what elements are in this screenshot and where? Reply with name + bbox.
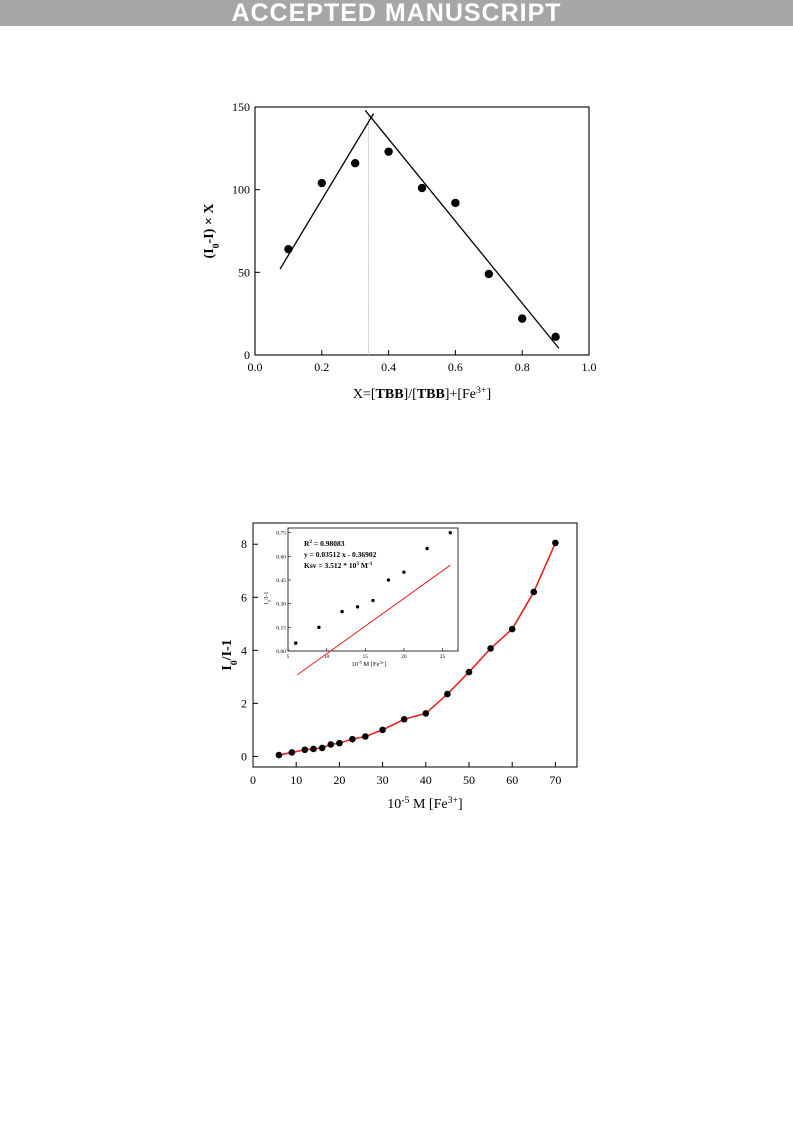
- data-point: [551, 332, 560, 342]
- data-point: [327, 741, 335, 748]
- x-tick-label: 30: [377, 773, 389, 787]
- x-tick-label: 0.8: [515, 360, 530, 374]
- y-tick-label: 100: [232, 183, 250, 197]
- stern-volmer-inset: 5 10 15 20 25 0.00 0.15 0.30 0.45 0.60 0.75 R2 = 0.…: [264, 527, 459, 676]
- y-axis-label: I0/I-1: [220, 639, 240, 670]
- data-point: [301, 746, 309, 754]
- inset-data-point: [317, 625, 321, 630]
- y-tick-label: 8: [241, 537, 247, 551]
- x-tick-label: 70: [549, 773, 561, 787]
- y-tick-label: 150: [232, 100, 250, 114]
- data-point: [284, 244, 293, 254]
- x-tick-label: 40: [420, 773, 432, 787]
- data-point: [484, 269, 493, 279]
- inset-fit-line: [296, 564, 451, 676]
- fit-line-2: [364, 109, 560, 349]
- data-point: [552, 539, 559, 547]
- inset-y-tick-label: 0.00: [276, 649, 286, 655]
- data-point: [487, 645, 494, 652]
- x-tick-label: 10: [290, 773, 302, 787]
- data-point: [275, 751, 283, 759]
- fit-line-1: [279, 113, 375, 270]
- x-tick-label: 20: [333, 773, 345, 787]
- y-tick-label: 50: [238, 265, 250, 279]
- inset-x-tick-label: 25: [440, 654, 446, 660]
- inset-y-axis-label: I0/I-1: [264, 592, 272, 605]
- inset-data-point: [402, 570, 406, 574]
- data-point: [318, 744, 326, 752]
- inset-y-tick-label: 0.15: [276, 625, 286, 631]
- data-line: [278, 542, 557, 756]
- x-tick-label: 1.0: [582, 360, 597, 374]
- data-point: [310, 745, 317, 753]
- data-point: [362, 733, 369, 740]
- data-point: [384, 147, 393, 156]
- plot-frame: [254, 106, 590, 356]
- job-plot-data: [279, 109, 560, 355]
- inset-y-tick-label: 0.30: [276, 602, 286, 608]
- stern-volmer-axes: 0 10 20 30 40 50 60 70 0 2 4 6 8: [241, 522, 578, 787]
- y-tick-label: 0: [244, 348, 250, 362]
- x-tick-label: 0.0: [248, 360, 263, 374]
- inset-x-tick-label: 15: [363, 654, 369, 660]
- data-point: [317, 178, 326, 188]
- data-point: [422, 710, 430, 717]
- data-point: [451, 198, 460, 208]
- x-axis-label: X=[TBB]/[TBB]+[Fe3+]: [353, 385, 491, 403]
- inset-frame: [287, 527, 459, 652]
- y-tick-label: 2: [241, 696, 247, 710]
- inset-y-tick-label: 0.45: [276, 578, 286, 584]
- x-tick-label: 0.6: [448, 360, 463, 374]
- x-tick-label: 0: [250, 773, 256, 787]
- x-tick-label: 50: [463, 773, 475, 787]
- inset-data-point: [448, 531, 452, 535]
- data-point: [351, 159, 360, 168]
- data-point: [518, 314, 527, 323]
- data-point: [530, 588, 538, 596]
- inset-annotation: y = 0.03512 x - 0.36902: [304, 550, 377, 559]
- inset-y-tick-label: 0.75: [276, 531, 286, 537]
- x-tick-label: 60: [506, 773, 518, 787]
- data-point: [288, 749, 296, 756]
- inset-data-point: [371, 598, 375, 603]
- accepted-manuscript-banner: ACCEPTED MANUSCRIPT: [0, 0, 793, 27]
- inset-data-point: [386, 578, 391, 582]
- plot-frame: [252, 522, 578, 768]
- data-point: [379, 726, 386, 734]
- x-axis-label: 10-5 M [Fe3+]: [387, 795, 462, 813]
- data-point: [465, 668, 473, 676]
- inset-y-tick-label: 0.60: [276, 554, 286, 560]
- data-point: [336, 739, 343, 747]
- inset-x-axis-label: 10-5 M [Fe3+]: [351, 660, 386, 669]
- y-tick-label: 0: [241, 749, 247, 763]
- inset-data-point: [340, 609, 344, 614]
- y-axis-label: (I0-I) × X: [202, 204, 222, 259]
- stern-volmer-data: [275, 539, 559, 759]
- job-plot-axis-labels: X=[TBB]/[TBB]+[Fe3+] (I0-I) × X: [202, 204, 491, 402]
- y-tick-label: 6: [241, 590, 247, 604]
- job-plot-chart: 0.0 0.2 0.4 0.6 0.8 1.0 0 50 100 150 X=[TBB]/[TBB…: [202, 100, 597, 402]
- inset-data-point: [425, 546, 429, 551]
- y-tick-label: 4: [241, 643, 247, 657]
- inset-x-tick-label: 5: [287, 654, 290, 660]
- inset-x-tick-label: 20: [401, 654, 407, 660]
- data-point: [400, 715, 408, 723]
- stern-volmer-axis-labels: 10-5 M [Fe3+] I0/I-1: [220, 639, 463, 812]
- inset-annotation: Ksv = 3.512 * 103 M-1: [304, 561, 373, 570]
- data-point: [349, 735, 356, 743]
- data-point: [508, 625, 516, 633]
- data-point: [417, 183, 427, 193]
- inset-data-point: [294, 641, 298, 645]
- data-point: [444, 690, 451, 698]
- inset-data-point: [355, 605, 360, 609]
- inset-annotation: R2 = 0.98083: [304, 539, 345, 548]
- inset-x-tick-label: 10: [324, 654, 330, 660]
- x-tick-label: 0.4: [381, 360, 396, 374]
- job-plot-axes: 0.0 0.2 0.4 0.6 0.8 1.0 0 50 100 150: [232, 100, 597, 374]
- x-tick-label: 0.2: [314, 360, 329, 374]
